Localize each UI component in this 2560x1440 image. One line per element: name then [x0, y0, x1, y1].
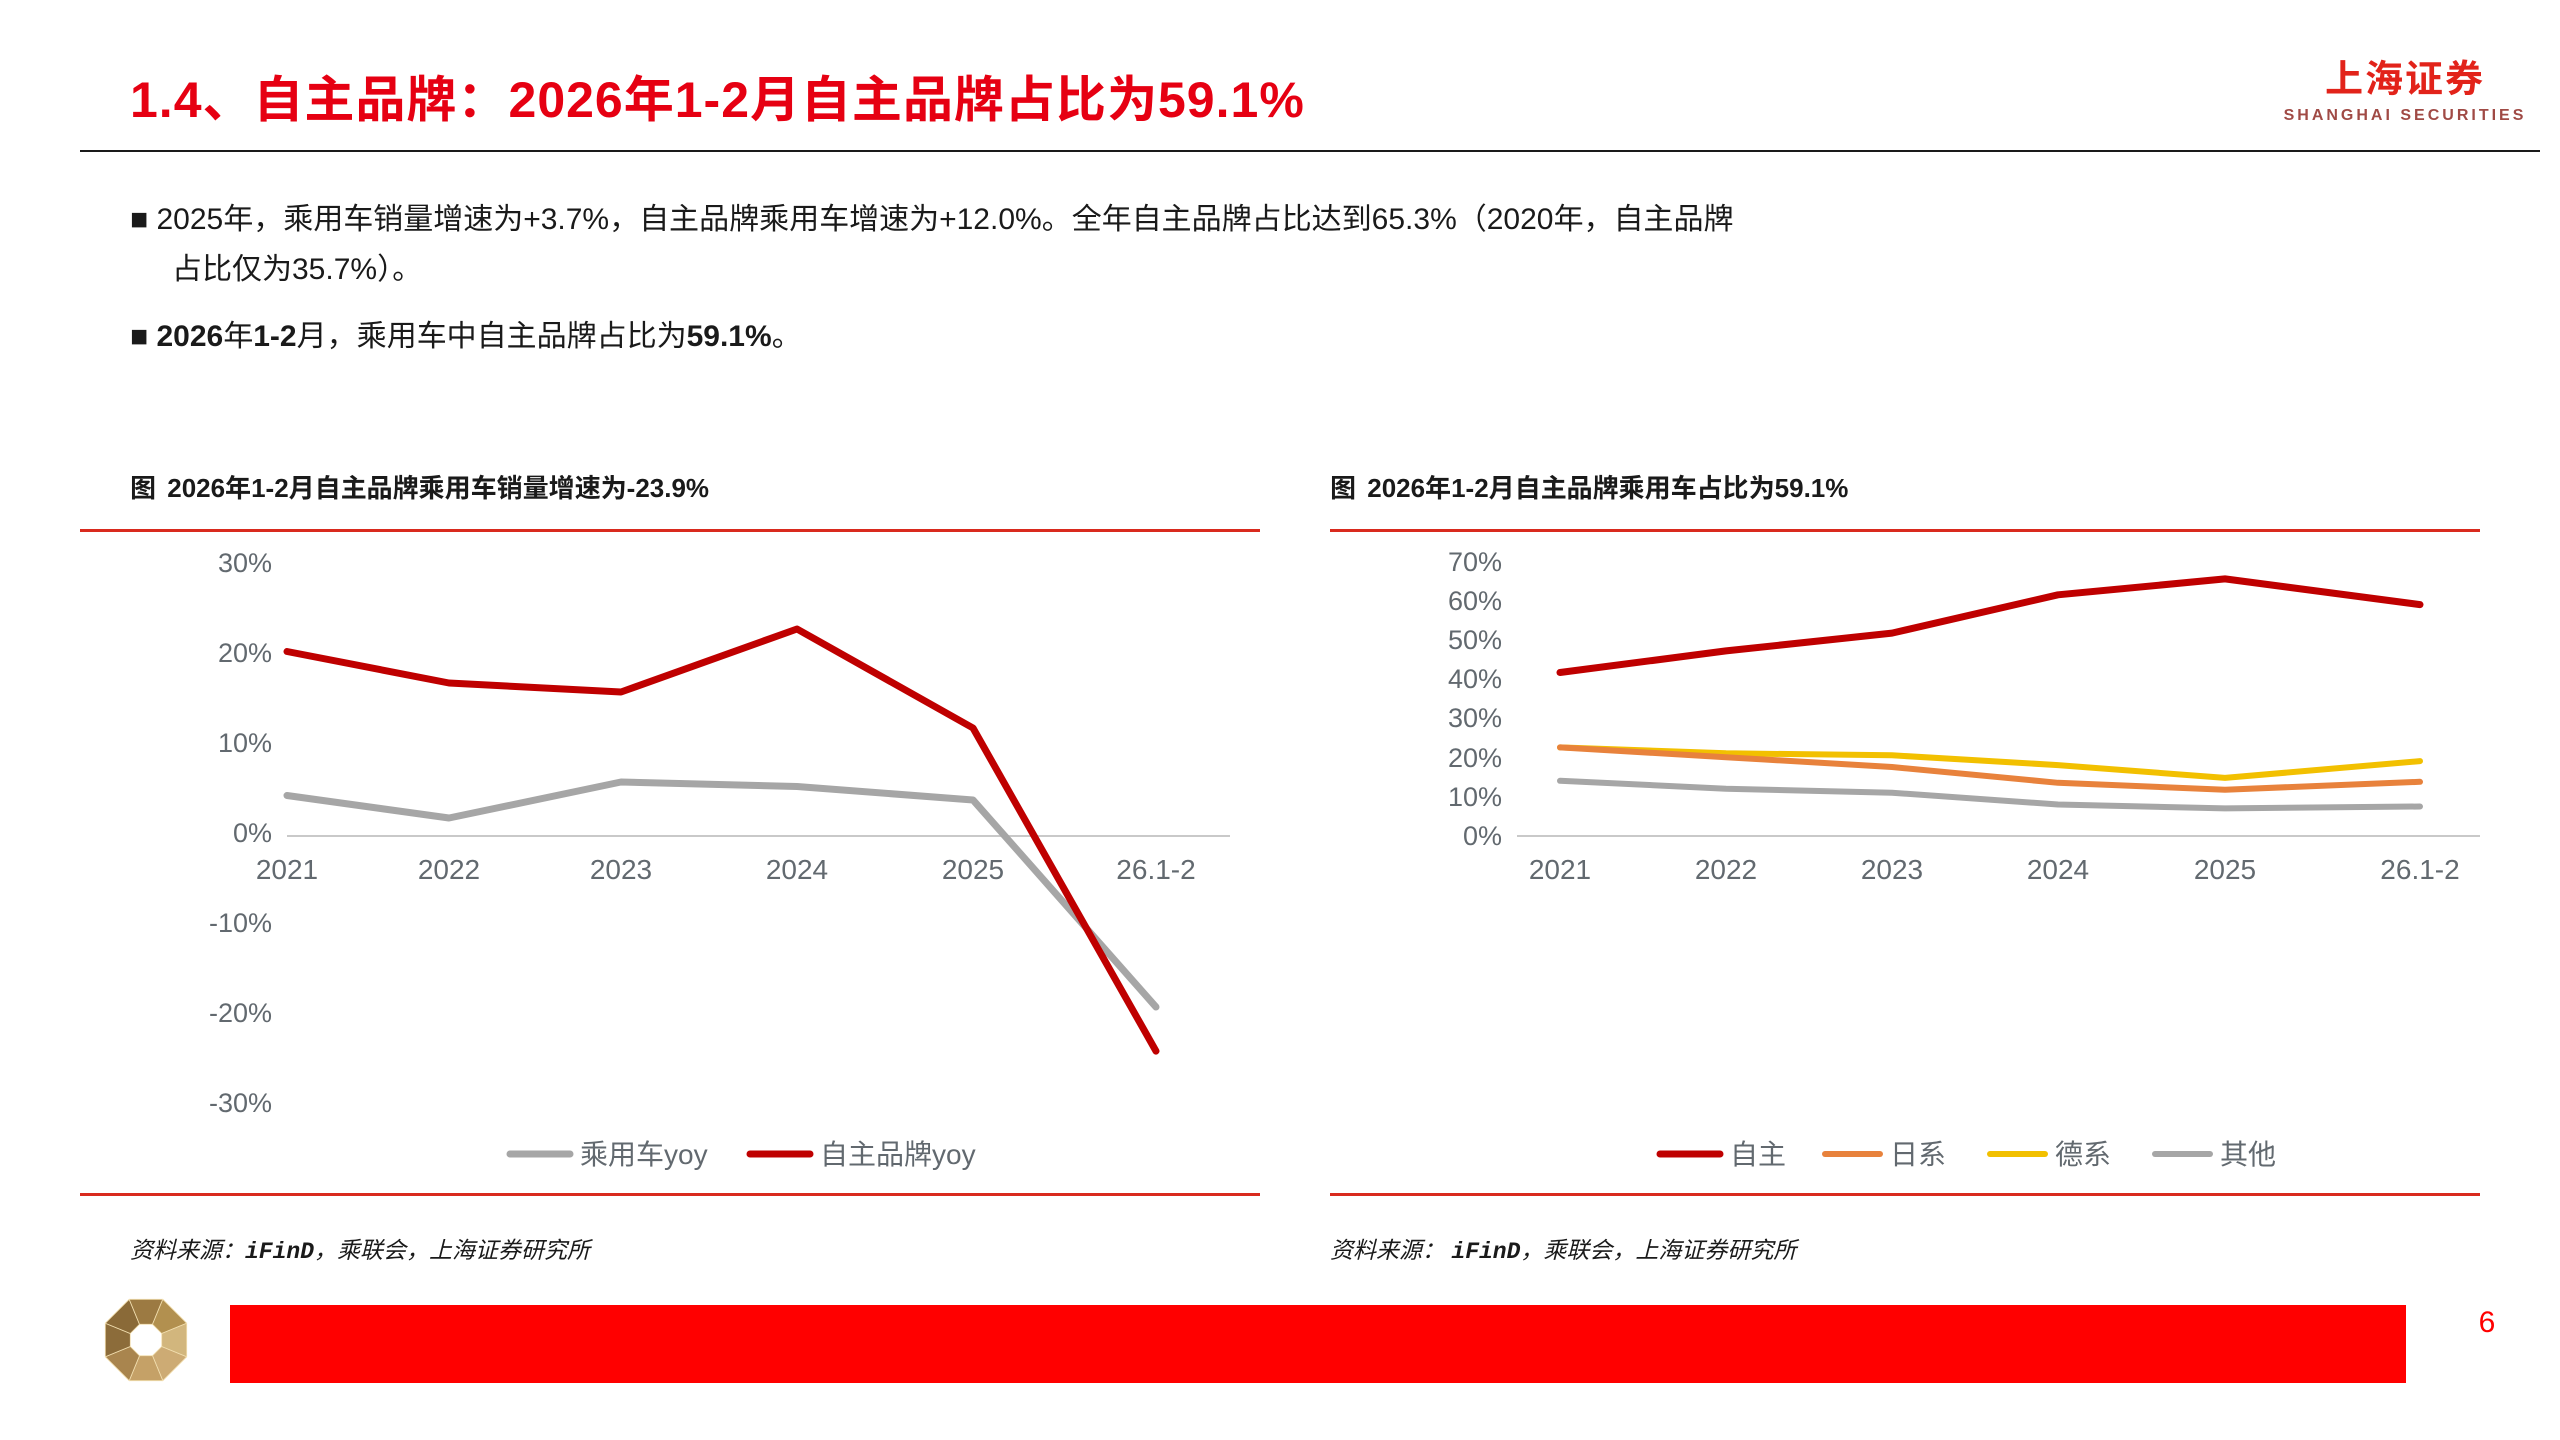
svg-text:2025: 2025: [942, 854, 1004, 885]
svg-text:30%: 30%: [1448, 703, 1502, 733]
svg-text:2024: 2024: [766, 854, 828, 885]
svg-text:20%: 20%: [1448, 743, 1502, 773]
svg-text:40%: 40%: [1448, 664, 1502, 694]
svg-text:26.1-2: 26.1-2: [1116, 854, 1195, 885]
svg-text:50%: 50%: [1448, 625, 1502, 655]
svg-text:自主: 自主: [1730, 1139, 1786, 1170]
svg-text:日系: 日系: [1890, 1139, 1946, 1170]
svg-text:2023: 2023: [590, 854, 652, 885]
svg-text:2025: 2025: [2194, 854, 2256, 885]
svg-text:2022: 2022: [1695, 854, 1757, 885]
svg-text:德系: 德系: [2055, 1139, 2111, 1170]
svg-text:乘用车yoy: 乘用车yoy: [580, 1139, 708, 1170]
svg-text:20%: 20%: [218, 638, 272, 668]
svg-text:0%: 0%: [233, 818, 272, 848]
svg-text:60%: 60%: [1448, 586, 1502, 616]
svg-text:-10%: -10%: [209, 908, 272, 938]
svg-text:10%: 10%: [1448, 782, 1502, 812]
svg-text:其他: 其他: [2220, 1139, 2276, 1170]
svg-text:30%: 30%: [218, 548, 272, 578]
svg-text:10%: 10%: [218, 728, 272, 758]
svg-text:70%: 70%: [1448, 547, 1502, 577]
svg-text:自主品牌yoy: 自主品牌yoy: [820, 1139, 976, 1170]
svg-text:2024: 2024: [2027, 854, 2089, 885]
svg-text:26.1-2: 26.1-2: [2380, 854, 2459, 885]
svg-text:2023: 2023: [1861, 854, 1923, 885]
svg-text:2022: 2022: [418, 854, 480, 885]
svg-text:2021: 2021: [256, 854, 318, 885]
svg-text:-20%: -20%: [209, 998, 272, 1028]
svg-text:-30%: -30%: [209, 1088, 272, 1118]
svg-text:2021: 2021: [1529, 854, 1591, 885]
svg-text:0%: 0%: [1463, 821, 1502, 851]
